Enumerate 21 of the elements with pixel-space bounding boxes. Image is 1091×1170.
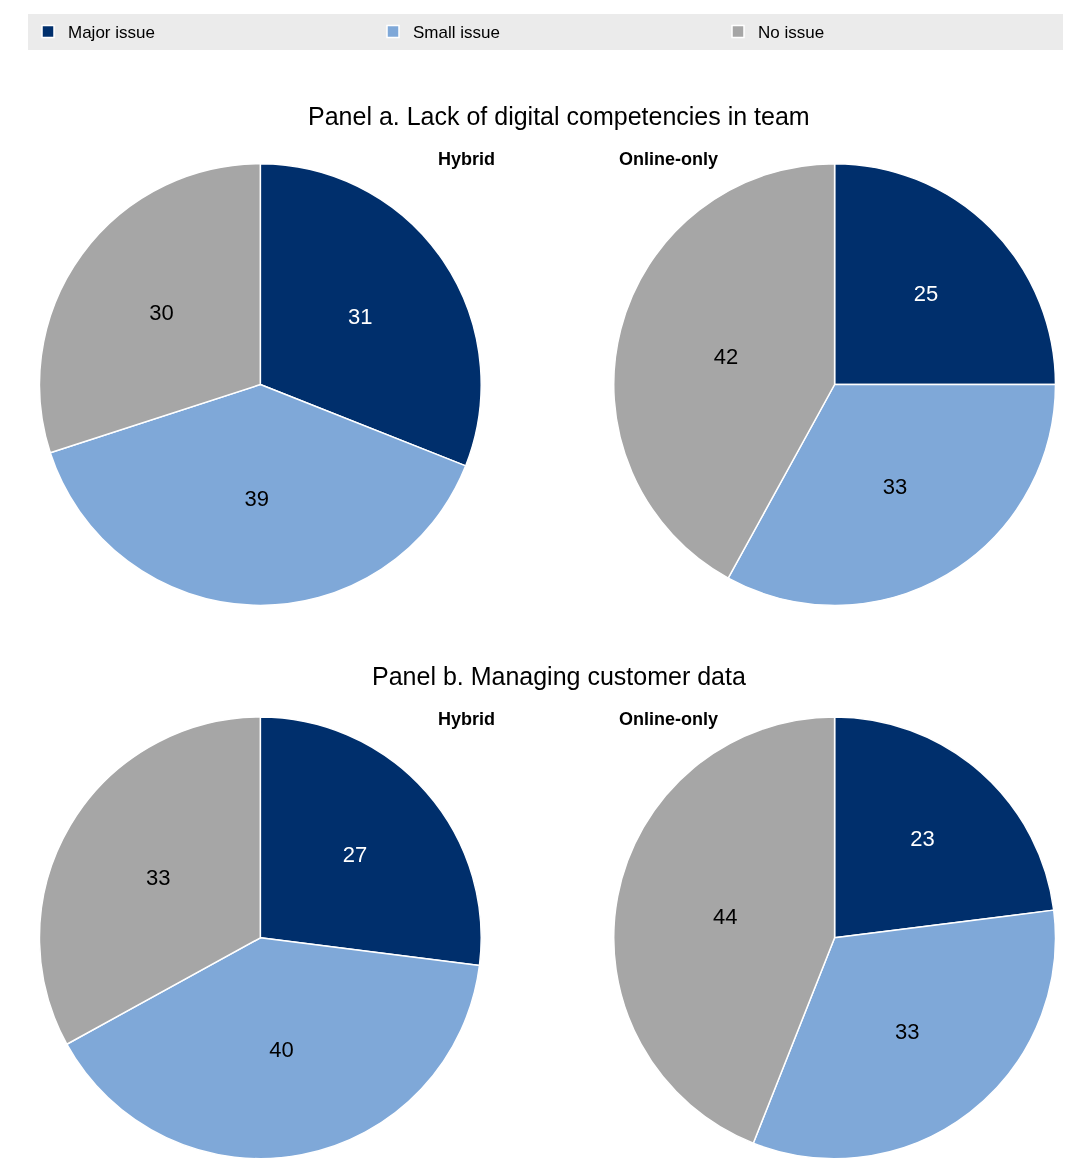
data-label: 23 [910,825,935,851]
slice-label: Hybrid [438,709,496,729]
legend-label: Major issue [68,23,155,43]
legend-label: Small issue [413,23,500,43]
text: Panel b. Managing customer data [372,662,746,690]
data-label: 31 [348,304,373,330]
data-label: 33 [882,474,908,500]
slice-label: Online-only [619,709,718,729]
data-label: 25 [913,280,939,306]
data-label: 44 [712,904,738,930]
data-label: 42 [713,344,739,370]
data-label: 30 [149,300,174,326]
data-label: 33 [145,864,171,890]
data-label: 39 [244,485,269,511]
data-label: 27 [342,841,368,867]
slice-label: Online-only [619,149,718,169]
slice-label: Hybrid [438,149,496,169]
data-label: 40 [269,1036,294,1062]
data-label: 33 [895,1019,920,1045]
legend-label: No issue [758,23,825,43]
text: Panel a. Lack of digital competencies in team [308,102,810,130]
